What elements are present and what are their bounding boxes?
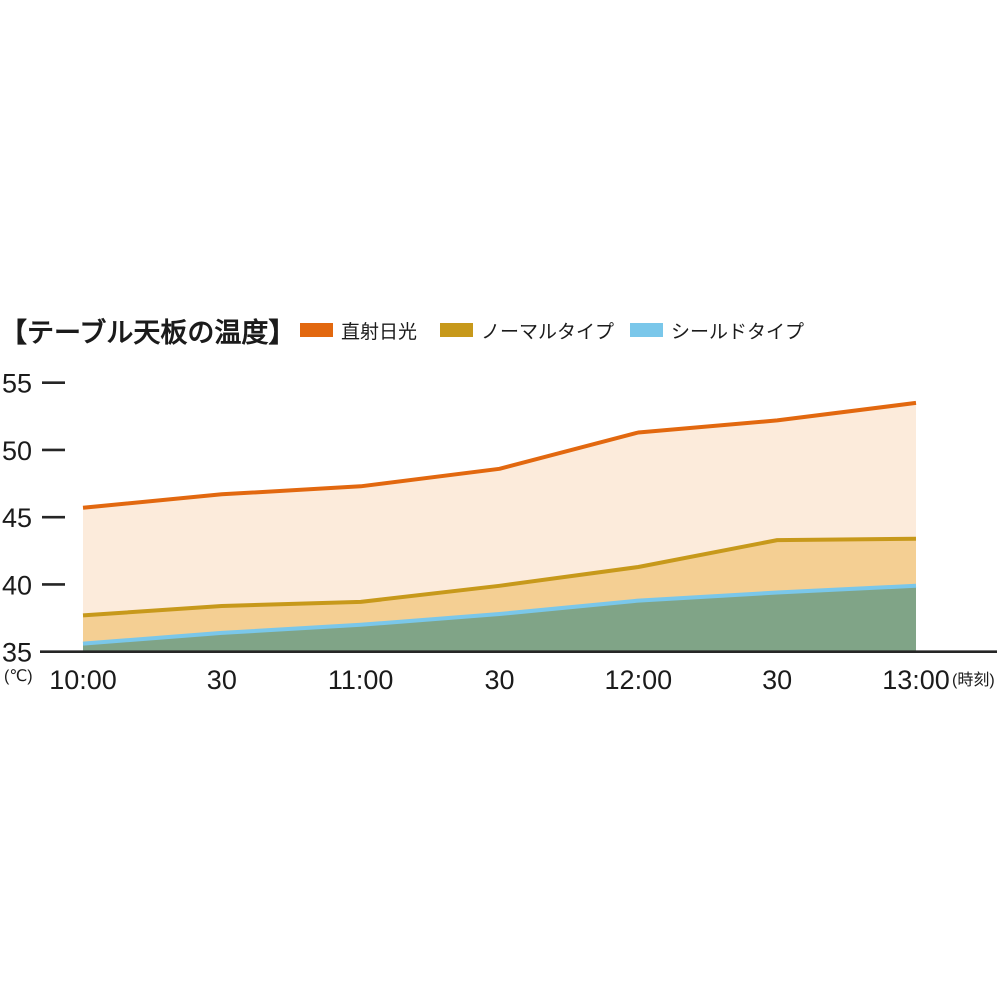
x-tick-label: 11:00 <box>328 665 394 695</box>
chart-title: 【テーブル天板の温度】 <box>0 318 296 348</box>
y-unit-label: (℃) <box>4 668 33 685</box>
line-series-2 <box>82 583 917 646</box>
legend-item-shield-type: シールドタイプ <box>630 320 804 343</box>
area-series-2 <box>83 585 916 652</box>
x-unit-label: (時刻) <box>952 671 995 689</box>
legend-swatch-normal-type <box>440 323 473 337</box>
y-tick-label: 35 <box>2 638 32 668</box>
legend-item-direct-sunlight: 直射日光 <box>300 320 417 343</box>
x-tick-label: 30 <box>484 665 514 695</box>
legend-label-direct-sunlight: 直射日光 <box>341 321 418 343</box>
y-tick-label: 55 <box>2 369 32 399</box>
legend-swatch-direct-sunlight <box>300 323 333 337</box>
x-tick-label: 30 <box>207 665 237 695</box>
line-series-0 <box>82 400 917 510</box>
x-tick-label: 13:00 <box>882 665 950 695</box>
x-tick-label: 30 <box>762 665 792 695</box>
temperature-area-chart: 35 40 45 50 55 (℃) 10:00 30 11:00 30 12:00 30 13:00(… <box>2 369 997 695</box>
x-tick-label: 10:00 <box>49 665 117 695</box>
y-tick-label: 40 <box>2 570 32 600</box>
legend-label-shield-type: シールドタイプ <box>671 321 805 343</box>
line-series-1 <box>82 536 917 618</box>
y-tick-label: 50 <box>2 436 32 466</box>
legend-label-normal-type: ノーマルタイプ <box>481 321 615 343</box>
legend-item-normal-type: ノーマルタイプ <box>440 320 614 343</box>
x-tick-label: 12:00 <box>605 665 673 695</box>
legend-swatch-shield-type <box>630 323 663 337</box>
y-tick-label: 45 <box>2 503 32 533</box>
